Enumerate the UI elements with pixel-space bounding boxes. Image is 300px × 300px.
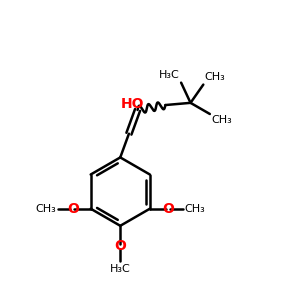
Text: H₃C: H₃C — [110, 264, 131, 274]
Text: HO: HO — [121, 97, 145, 111]
Text: CH₃: CH₃ — [184, 204, 205, 214]
Text: O: O — [114, 239, 126, 253]
Text: CH₃: CH₃ — [205, 72, 226, 82]
Text: O: O — [67, 202, 79, 216]
Text: CH₃: CH₃ — [211, 116, 232, 125]
Text: CH₃: CH₃ — [36, 204, 56, 214]
Text: O: O — [162, 202, 174, 216]
Text: H₃C: H₃C — [159, 70, 180, 80]
